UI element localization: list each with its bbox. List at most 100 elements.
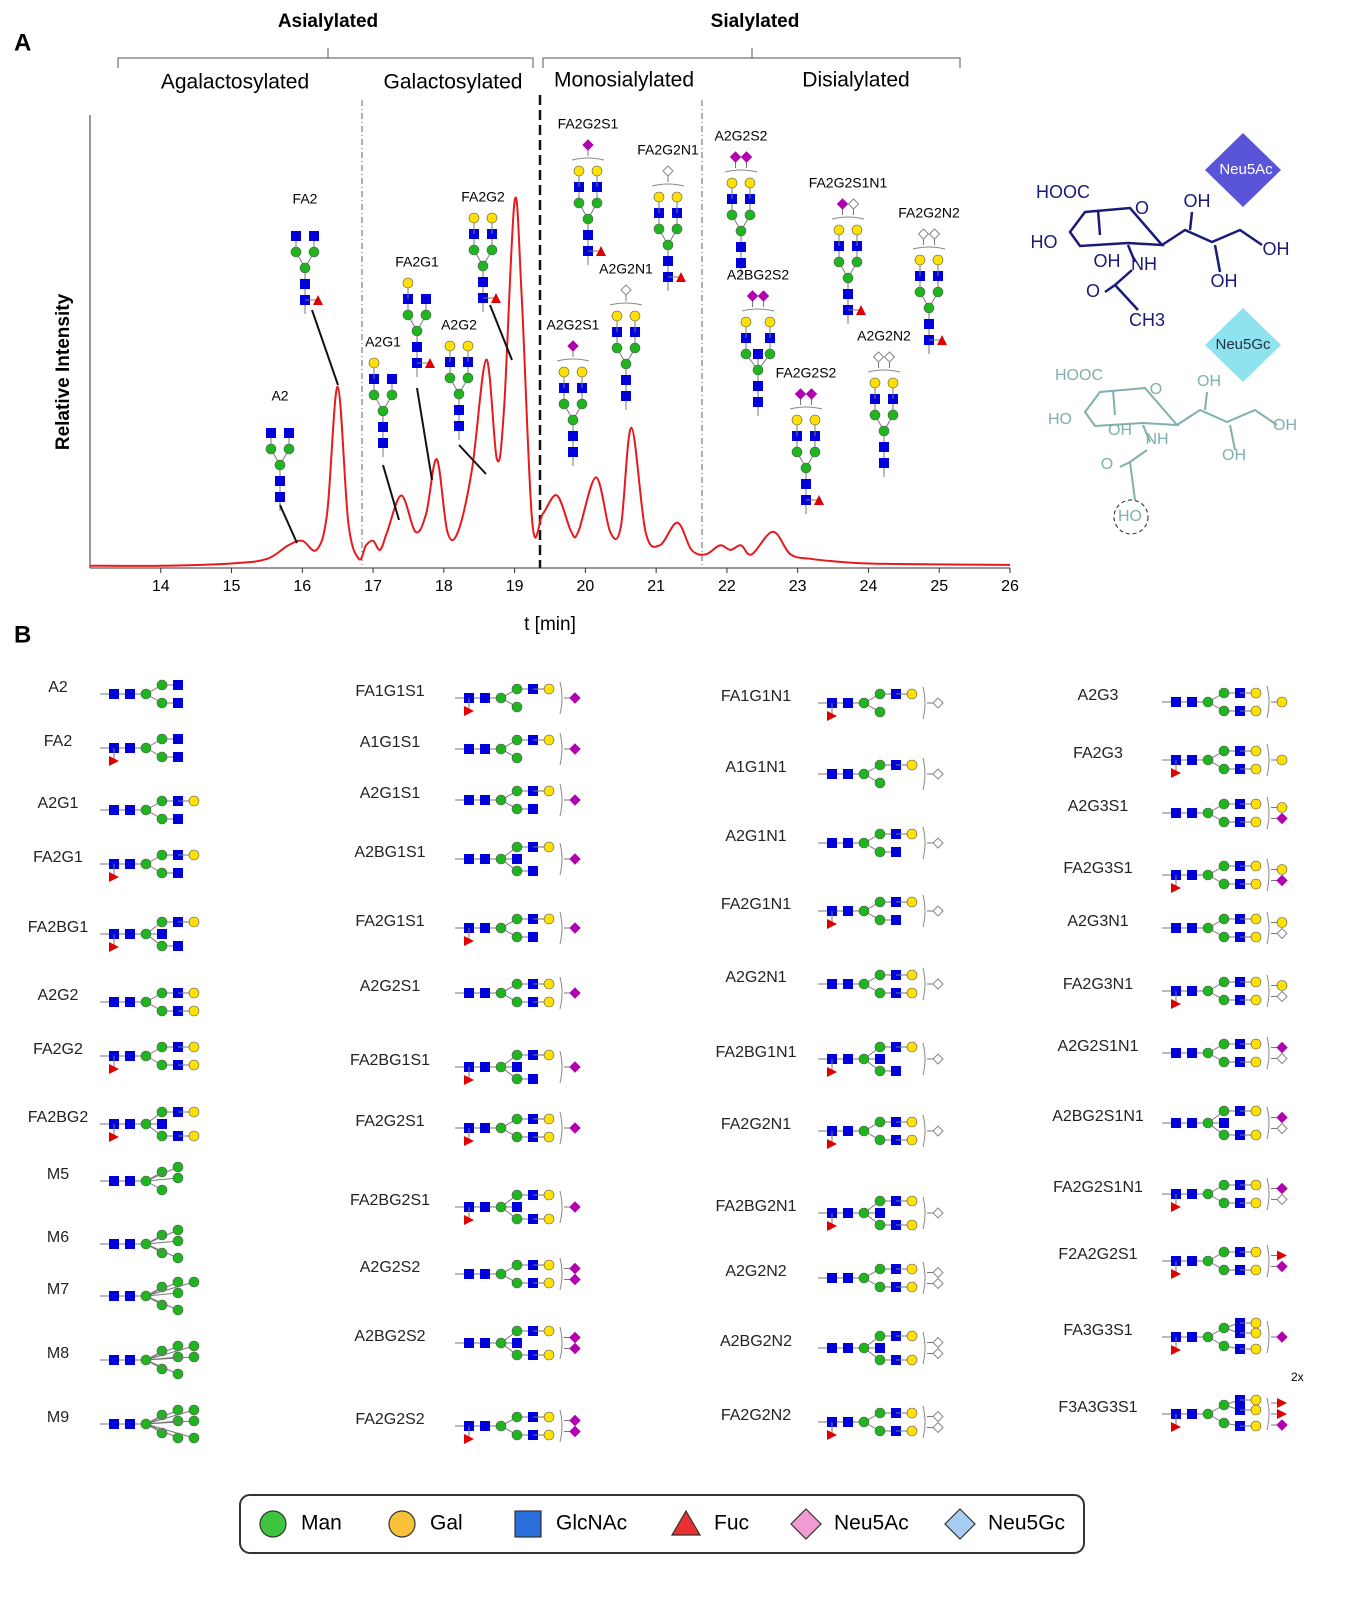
x-tick-label: 19 — [506, 578, 524, 595]
nac — [275, 492, 285, 502]
man — [495, 1122, 507, 1134]
fuc — [464, 936, 474, 946]
atom-label: HOOC — [1055, 367, 1103, 384]
atom-label: OH — [1184, 191, 1211, 211]
nac — [827, 769, 837, 779]
man — [914, 286, 926, 298]
fuc — [425, 358, 435, 368]
nac — [173, 752, 183, 762]
man — [156, 1184, 168, 1196]
legend-box — [239, 1494, 1085, 1554]
gc — [620, 284, 632, 296]
atom-label: OH — [1094, 251, 1121, 271]
gal — [932, 254, 944, 266]
bracket — [117, 48, 961, 68]
peak-label: FA2G2N1 — [637, 142, 699, 158]
gc — [932, 1421, 944, 1434]
fuc — [464, 1215, 474, 1225]
linkage — [145, 1409, 195, 1425]
x-tick-label: 26 — [1001, 578, 1019, 595]
gc — [932, 1125, 944, 1137]
bracket — [1266, 911, 1270, 945]
ac — [569, 1061, 581, 1073]
glycan-name: FA2BG2 — [28, 1109, 89, 1126]
gal — [1250, 705, 1262, 717]
gal — [869, 377, 881, 389]
glycan-name: A2G3S1 — [1068, 798, 1129, 815]
bracket — [1266, 796, 1270, 830]
man — [874, 1065, 886, 1077]
nac — [512, 1338, 522, 1348]
nac — [1187, 923, 1197, 933]
nac — [157, 929, 167, 939]
man — [874, 759, 886, 771]
nac — [480, 1421, 490, 1431]
nac — [109, 1239, 119, 1249]
gal — [573, 165, 585, 177]
gal — [543, 1259, 555, 1271]
gal — [576, 366, 588, 378]
atom-label: OH — [1222, 447, 1246, 464]
man — [858, 1342, 870, 1354]
nac — [478, 277, 488, 287]
man — [511, 1113, 523, 1125]
glycan-name: A2 — [48, 679, 68, 696]
gal — [671, 191, 683, 203]
nac — [480, 1269, 490, 1279]
glycan — [455, 1189, 581, 1225]
gal — [740, 316, 752, 328]
glycan-name: A2BG1S1 — [354, 844, 425, 861]
ac — [1276, 812, 1288, 825]
nac — [843, 1273, 853, 1283]
man — [629, 342, 641, 354]
bracket — [922, 686, 926, 720]
legend-symbol — [388, 1510, 416, 1538]
glycan — [455, 911, 581, 946]
gal — [188, 1106, 200, 1118]
man — [874, 828, 886, 840]
nac — [109, 1355, 119, 1365]
man — [511, 1349, 523, 1361]
nac — [1187, 1189, 1197, 1199]
nac — [480, 923, 490, 933]
nac — [173, 680, 183, 690]
glycan — [455, 681, 581, 716]
fuc — [937, 335, 947, 345]
man — [290, 246, 302, 258]
gal — [543, 683, 555, 695]
man — [1218, 878, 1230, 890]
man — [511, 683, 523, 695]
legend-symbol — [514, 1510, 542, 1538]
fuc — [1277, 1398, 1287, 1408]
bracket — [1266, 685, 1270, 719]
atom-label: HO — [1118, 508, 1142, 525]
subgroup-label: Disialylated — [802, 69, 909, 92]
fuc — [814, 495, 824, 505]
man — [495, 987, 507, 999]
ac — [757, 290, 770, 302]
man — [858, 1207, 870, 1219]
nac — [568, 447, 578, 457]
glycan-name: A2G2N1 — [725, 969, 786, 986]
glycan-name: F3A3G3S1 — [1058, 1399, 1137, 1416]
glycan — [100, 679, 183, 709]
ac — [569, 743, 581, 755]
man — [858, 978, 870, 990]
nac — [454, 421, 464, 431]
glycan — [1162, 1394, 1288, 1432]
glycan-name: FA1G1S1 — [355, 683, 424, 700]
legend-label: Gal — [430, 1512, 463, 1535]
man — [265, 443, 277, 455]
chemical-structures: Neu5Ac Neu5Gc — [1068, 133, 1281, 535]
nac — [480, 1062, 490, 1072]
ac — [729, 151, 742, 163]
nac — [464, 744, 474, 754]
peak-label: FA2G2 — [461, 189, 505, 205]
gal — [906, 688, 918, 700]
nac — [528, 932, 538, 942]
nac — [309, 231, 319, 241]
glycan — [651, 165, 686, 291]
gc — [1276, 1122, 1288, 1135]
leader-line — [279, 504, 298, 544]
nac — [125, 1119, 135, 1129]
